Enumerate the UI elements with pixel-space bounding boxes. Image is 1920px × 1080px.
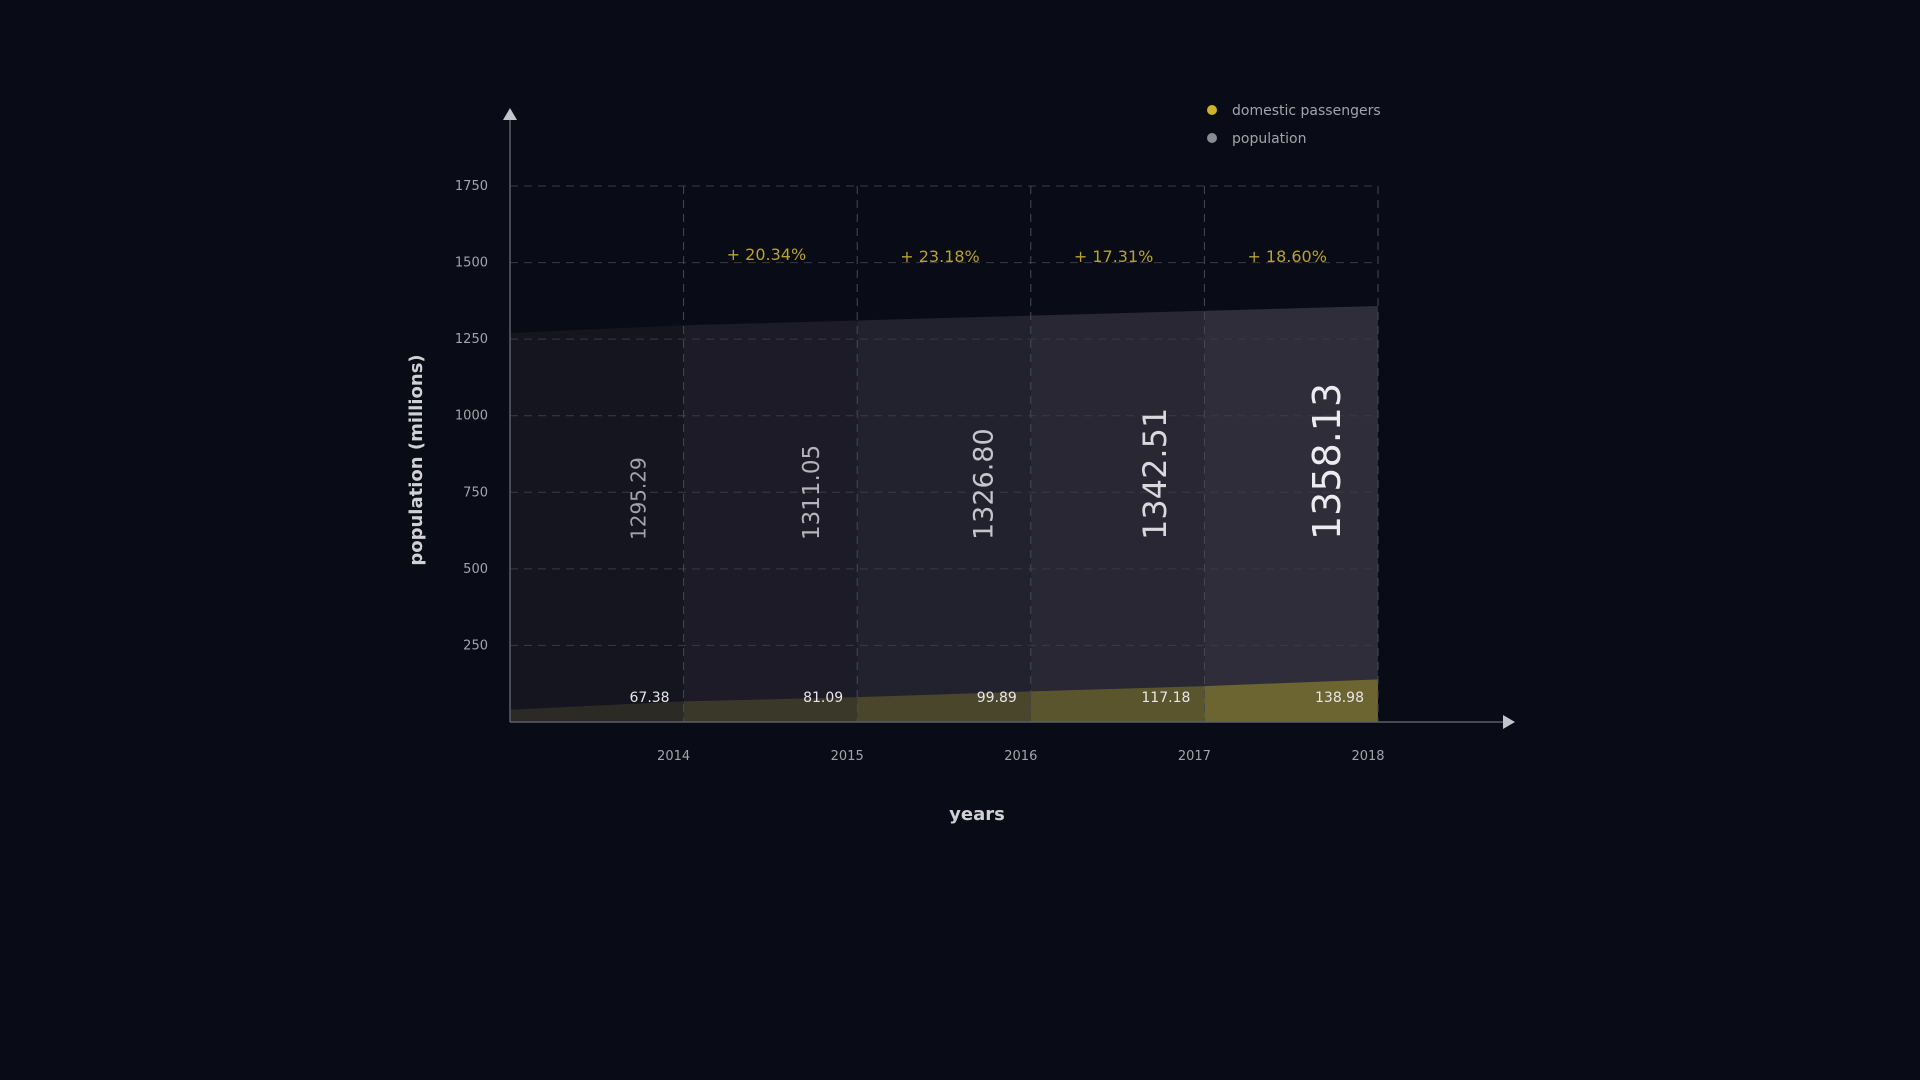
legend-marker-icon bbox=[1207, 105, 1217, 115]
domestic-passengers-value-label: 67.38 bbox=[630, 690, 670, 706]
domestic-passengers-area-segment bbox=[683, 697, 858, 722]
growth-annotation: + 20.34% bbox=[727, 245, 807, 264]
population-value-label: 1326.80 bbox=[969, 428, 1000, 540]
legend-label: population bbox=[1232, 131, 1307, 147]
x-axis-arrow-icon bbox=[1503, 715, 1515, 729]
x-tick-label: 2014 bbox=[657, 749, 690, 764]
y-tick-label: 1500 bbox=[455, 256, 488, 271]
domestic-passengers-area-segment bbox=[510, 701, 684, 722]
legend-label: domestic passengers bbox=[1232, 103, 1381, 119]
domestic-passengers-value-label: 99.89 bbox=[977, 690, 1017, 706]
domestic-passengers-value-label: 138.98 bbox=[1315, 690, 1364, 706]
growth-annotation: + 18.60% bbox=[1247, 247, 1327, 266]
population-area-segment bbox=[1030, 310, 1205, 722]
x-tick-label: 2017 bbox=[1178, 749, 1211, 764]
legend-marker-icon bbox=[1207, 133, 1217, 143]
domestic-passengers-area-segment bbox=[1204, 679, 1378, 722]
population-area-segment bbox=[683, 320, 858, 722]
domestic-passengers-area-segment bbox=[1030, 686, 1205, 722]
x-tick-label: 2018 bbox=[1351, 749, 1384, 764]
population-value-label: 1311.05 bbox=[799, 445, 825, 540]
y-tick-label: 750 bbox=[463, 485, 488, 500]
population-value-label: 1358.13 bbox=[1305, 383, 1349, 540]
population-value-label: 1342.51 bbox=[1136, 408, 1174, 540]
y-tick-label: 500 bbox=[463, 562, 488, 577]
population-area-segment bbox=[510, 325, 684, 722]
y-tick-label: 250 bbox=[463, 638, 488, 653]
population-area-segment bbox=[1204, 306, 1378, 722]
population-value-label: 1295.29 bbox=[626, 457, 650, 540]
domestic-passengers-value-label: 81.09 bbox=[803, 690, 843, 706]
y-tick-label: 1750 bbox=[455, 179, 488, 194]
y-axis-arrow-icon bbox=[503, 108, 517, 120]
x-tick-label: 2015 bbox=[831, 749, 864, 764]
growth-annotation: + 17.31% bbox=[1074, 247, 1154, 266]
x-tick-label: 2016 bbox=[1004, 749, 1037, 764]
y-axis-title: population (millions) bbox=[406, 354, 427, 565]
x-axis-title: years bbox=[949, 804, 1005, 825]
y-tick-label: 1000 bbox=[455, 409, 488, 424]
y-tick-label: 1250 bbox=[455, 332, 488, 347]
growth-annotation: + 23.18% bbox=[900, 247, 980, 266]
population-area-segment bbox=[857, 315, 1031, 722]
domestic-passengers-area-segment bbox=[857, 691, 1031, 722]
domestic-passengers-value-label: 117.18 bbox=[1141, 690, 1190, 706]
